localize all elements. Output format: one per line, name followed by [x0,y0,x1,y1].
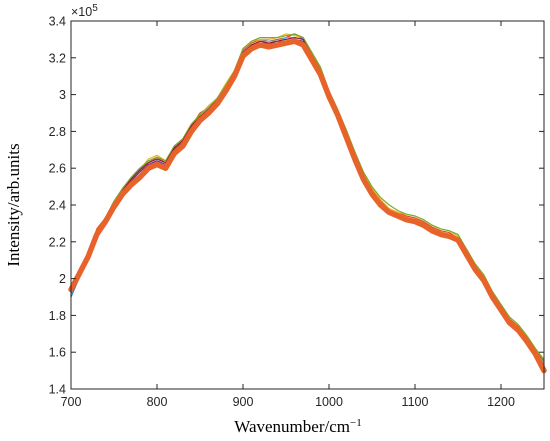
y-tick-label: 1.4 [49,383,66,397]
x-tick-label: 1200 [487,395,515,409]
x-tick-label: 900 [233,395,254,409]
y-exponent-label: ×105 [71,3,98,19]
y-axis-title: Intensity/arb.units [4,143,23,266]
x-tick-label: 1000 [315,395,343,409]
x-axis-title-text: Wavenumber/cm [234,417,350,436]
x-axis-title-superscript: −1 [350,417,362,429]
y-axis-ticks: 1.4 1.6 1.8 2 2.2 2.4 2.6 2.8 3 3.2 3.4 [49,15,544,397]
x-tick-label: 800 [147,395,168,409]
y-tick-label: 3.4 [49,15,66,29]
x-tick-label: 700 [61,395,82,409]
y-exponent-power: 5 [92,3,98,14]
y-tick-label: 2.4 [49,199,66,213]
x-axis-title: Wavenumber/cm−1 [234,417,361,436]
y-tick-label: 2.2 [49,235,66,249]
plot-area [71,21,544,389]
y-tick-label: 3.2 [49,51,66,65]
y-tick-label: 2.6 [49,162,66,176]
x-tick-label: 1100 [402,395,429,409]
y-tick-label: 3 [59,88,66,102]
y-tick-label: 1.6 [49,346,66,360]
series-layer [68,33,547,374]
y-exponent-base: ×10 [71,5,92,19]
x-axis-ticks: 700 800 900 1000 1100 1200 [61,21,515,409]
y-tick-label: 2.8 [49,125,66,139]
y-tick-label: 2 [59,272,66,286]
series-line-8 [68,38,547,374]
series-line-5 [70,33,545,361]
y-tick-label: 1.8 [49,309,66,323]
